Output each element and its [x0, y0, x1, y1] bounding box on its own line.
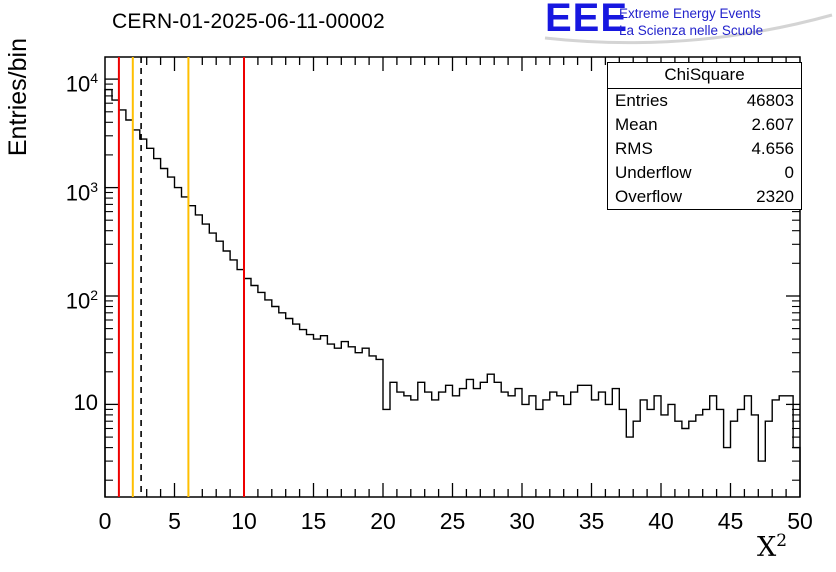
chart-title: CERN-01-2025-06-11-00002: [112, 10, 385, 33]
y-tick-label: 104: [65, 70, 98, 97]
logo-line-2: La Scienza nelle Scuole: [619, 23, 764, 38]
x-tick-label: 35: [579, 508, 605, 534]
y-tick-label: 103: [65, 178, 98, 205]
x-axis-label-exponent: 2: [776, 531, 788, 551]
stats-row: Overflow 2320: [608, 185, 801, 209]
stats-row-label: RMS: [615, 139, 653, 158]
y-tick-label: 10: [73, 390, 98, 416]
eee-logo-text: EEE: [545, 0, 629, 40]
stats-row-label: Entries: [615, 91, 668, 110]
x-tick-label: 25: [440, 508, 466, 534]
stats-row: RMS 4.656: [608, 137, 801, 161]
x-axis-label: X2: [757, 531, 787, 563]
histogram-path: [104, 88, 801, 497]
x-tick-label: 50: [787, 508, 813, 534]
x-tick-label: 40: [648, 508, 674, 534]
eee-logo-caption: Extreme Energy Events La Scienza nelle S…: [619, 5, 763, 39]
stats-row: Entries 46803: [608, 89, 801, 113]
x-tick-label: 30: [509, 508, 535, 534]
stats-row-label: Overflow: [615, 187, 683, 206]
stats-row-label: Underflow: [615, 163, 692, 182]
stats-row-value: 46803: [746, 91, 794, 110]
stats-box-rows: Entries 46803 Mean 2.607 RMS 4.656 Underflow 0 O…: [608, 89, 801, 209]
x-tick-label: 0: [99, 508, 112, 534]
x-axis-label-base: X: [757, 532, 777, 563]
y-tick-label: 102: [65, 286, 98, 314]
x-tick-label: 45: [718, 508, 744, 534]
stats-row-label: Mean: [615, 115, 658, 134]
logo-swoosh-graphic: [544, 13, 833, 45]
logo-line-1: Extreme Energy Events: [619, 6, 761, 21]
x-tick-label: 5: [168, 508, 181, 534]
stats-row-value: 2.607: [751, 115, 794, 134]
eee-logo: EEE Extreme Energy Events La Scienza nel…: [541, 0, 836, 46]
x-tick-label: 15: [301, 508, 327, 534]
stats-row-value: 4.656: [751, 139, 794, 158]
stats-box-title: ChiSquare: [608, 63, 801, 89]
stats-row: Mean 2.607: [608, 113, 801, 137]
stats-row-value: 2320: [756, 187, 794, 206]
x-tick-label: 10: [231, 508, 257, 534]
stats-row-value: 0: [784, 163, 794, 182]
stats-row: Underflow 0: [608, 161, 801, 185]
stats-box: ChiSquare Entries 46803 Mean 2.607 RMS 4.656 U…: [607, 62, 802, 210]
x-tick-label: 20: [370, 508, 396, 534]
